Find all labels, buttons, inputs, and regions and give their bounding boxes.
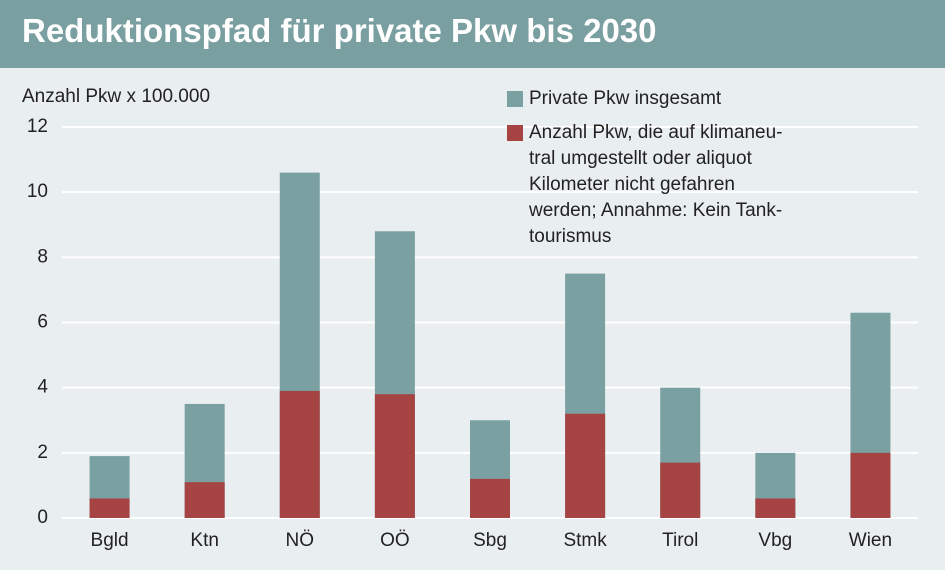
x-tick-label: Bgld — [91, 530, 129, 551]
legend-item: Anzahl Pkw, die auf klimaneu- tral umges… — [507, 120, 782, 250]
x-tick-label: Stmk — [563, 530, 607, 551]
bar — [279, 390, 320, 518]
legend-label: Anzahl Pkw, die auf klimaneu- tral umges… — [529, 122, 783, 247]
legend: Private Pkw insgesamt Anzahl Pkw, die auf… — [507, 86, 782, 258]
header: Reduktionspfad für private Pkw bis 2030 — [0, 0, 945, 68]
legend-item: Private Pkw insgesamt — [507, 86, 782, 112]
bar — [89, 498, 130, 518]
x-tick-label: Vbg — [758, 530, 792, 551]
x-tick-label: OÖ — [380, 530, 410, 551]
bar — [184, 482, 225, 518]
chart-title: Reduktionspfad für private Pkw bis 2030 — [22, 12, 657, 49]
y-tick-label: 12 — [27, 116, 48, 137]
legend-swatch — [507, 125, 523, 141]
legend-swatch — [507, 91, 523, 107]
bar — [850, 452, 891, 518]
bar — [374, 394, 415, 518]
y-tick-label: 10 — [27, 181, 48, 202]
y-tick-label: 8 — [37, 246, 48, 267]
x-tick-label: Tirol — [662, 530, 698, 551]
x-tick-label: Sbg — [473, 530, 507, 551]
y-tick-label: 2 — [37, 442, 48, 463]
x-tick-label: NÖ — [286, 530, 315, 551]
y-tick-label: 6 — [37, 312, 48, 333]
x-tick-label: Ktn — [190, 530, 219, 551]
legend-label: Private Pkw insgesamt — [529, 88, 722, 109]
bar — [755, 498, 796, 518]
bar — [470, 478, 510, 518]
x-tick-label: Wien — [849, 530, 892, 551]
y-tick-label: 0 — [37, 507, 48, 528]
bar — [565, 413, 606, 518]
y-axis-label: Anzahl Pkw x 100.000 — [22, 86, 210, 107]
bar — [660, 462, 701, 518]
y-tick-label: 4 — [37, 377, 48, 398]
